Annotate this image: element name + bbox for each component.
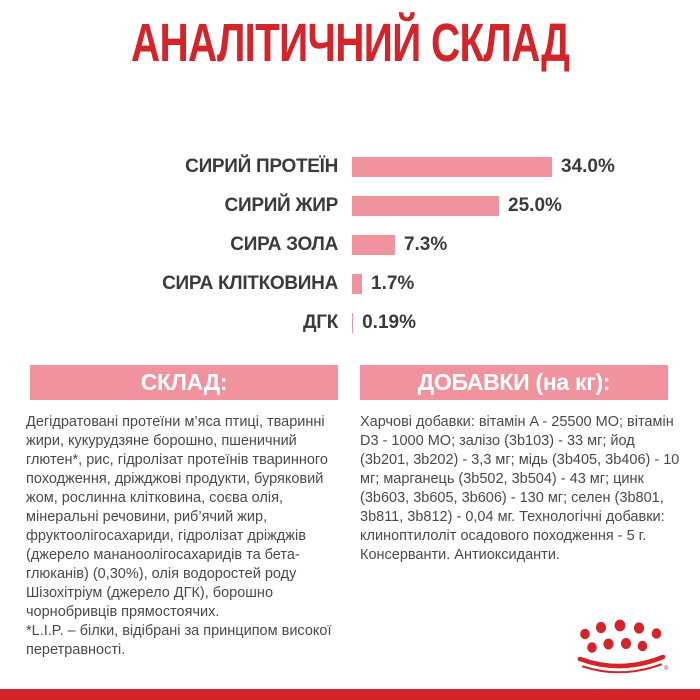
composition-text: Дегідратовані протеїни м’яса птиці, твар… <box>26 414 328 620</box>
chart-bar <box>352 312 354 333</box>
composition-text-column: Дегідратовані протеїни м’яса птиці, твар… <box>26 413 342 660</box>
chart-category-label: СИРА КЛІТКОВИНА <box>162 272 338 294</box>
chart-value-label: 34.0% <box>561 155 615 177</box>
composition-footnote: *L.I.P. – білки, відібрані за принципом … <box>26 623 332 658</box>
additives-text-column: Харчові добавки: вітамін A - 25500 МО; в… <box>360 413 682 565</box>
registered-trademark-symbol: ® <box>664 665 669 672</box>
composition-section-header: СКЛАД: <box>30 365 338 400</box>
page-title: АНАЛІТИЧНИЙ СКЛАД <box>130 13 570 73</box>
page-title-wrap: АНАЛІТИЧНИЙ СКЛАД <box>0 12 700 74</box>
chart-value-label: 25.0% <box>508 194 562 216</box>
additives-header-label: ДОБАВКИ (на кг): <box>417 369 611 395</box>
additives-text: Харчові добавки: вітамін A - 25500 МО; в… <box>360 414 680 563</box>
chart-bar <box>352 273 362 294</box>
chart-value-label: 7.3% <box>403 233 448 255</box>
chart-row: СИРИЙ ПРОТЕЇН 34.0% <box>0 147 700 186</box>
chart-bar <box>352 156 552 177</box>
bottom-red-band <box>0 689 700 700</box>
chart-category-label: СИРИЙ ПРОТЕЇН <box>185 155 338 177</box>
chart-row: ДГК 0.19% <box>0 303 700 342</box>
chart-bar <box>352 234 395 255</box>
chart-row: СИРА КЛІТКОВИНА 1.7% <box>0 264 700 303</box>
chart-row: СИРИЙ ЖИР 25.0% <box>0 186 700 225</box>
chart-category-label: СИРИЙ ЖИР <box>224 194 339 216</box>
composition-header-label: СКЛАД: <box>140 369 228 395</box>
chart-value-label: 1.7% <box>371 272 415 294</box>
chart-value-label: 0.19% <box>362 311 416 333</box>
additives-section-header: ДОБАВКИ (на кг): <box>360 365 668 400</box>
chart-bar <box>352 195 500 216</box>
royal-canin-crown-logo: ® <box>577 619 669 674</box>
chart-row: СИРА ЗОЛА 7.3% <box>0 225 700 264</box>
nutrient-bar-chart: СИРИЙ ПРОТЕЇН 34.0% СИРИЙ ЖИР 25.0% СИРА ЗОЛ… <box>0 147 700 342</box>
chart-category-label: СИРА ЗОЛА <box>230 233 338 255</box>
chart-category-label: ДГК <box>302 311 338 333</box>
